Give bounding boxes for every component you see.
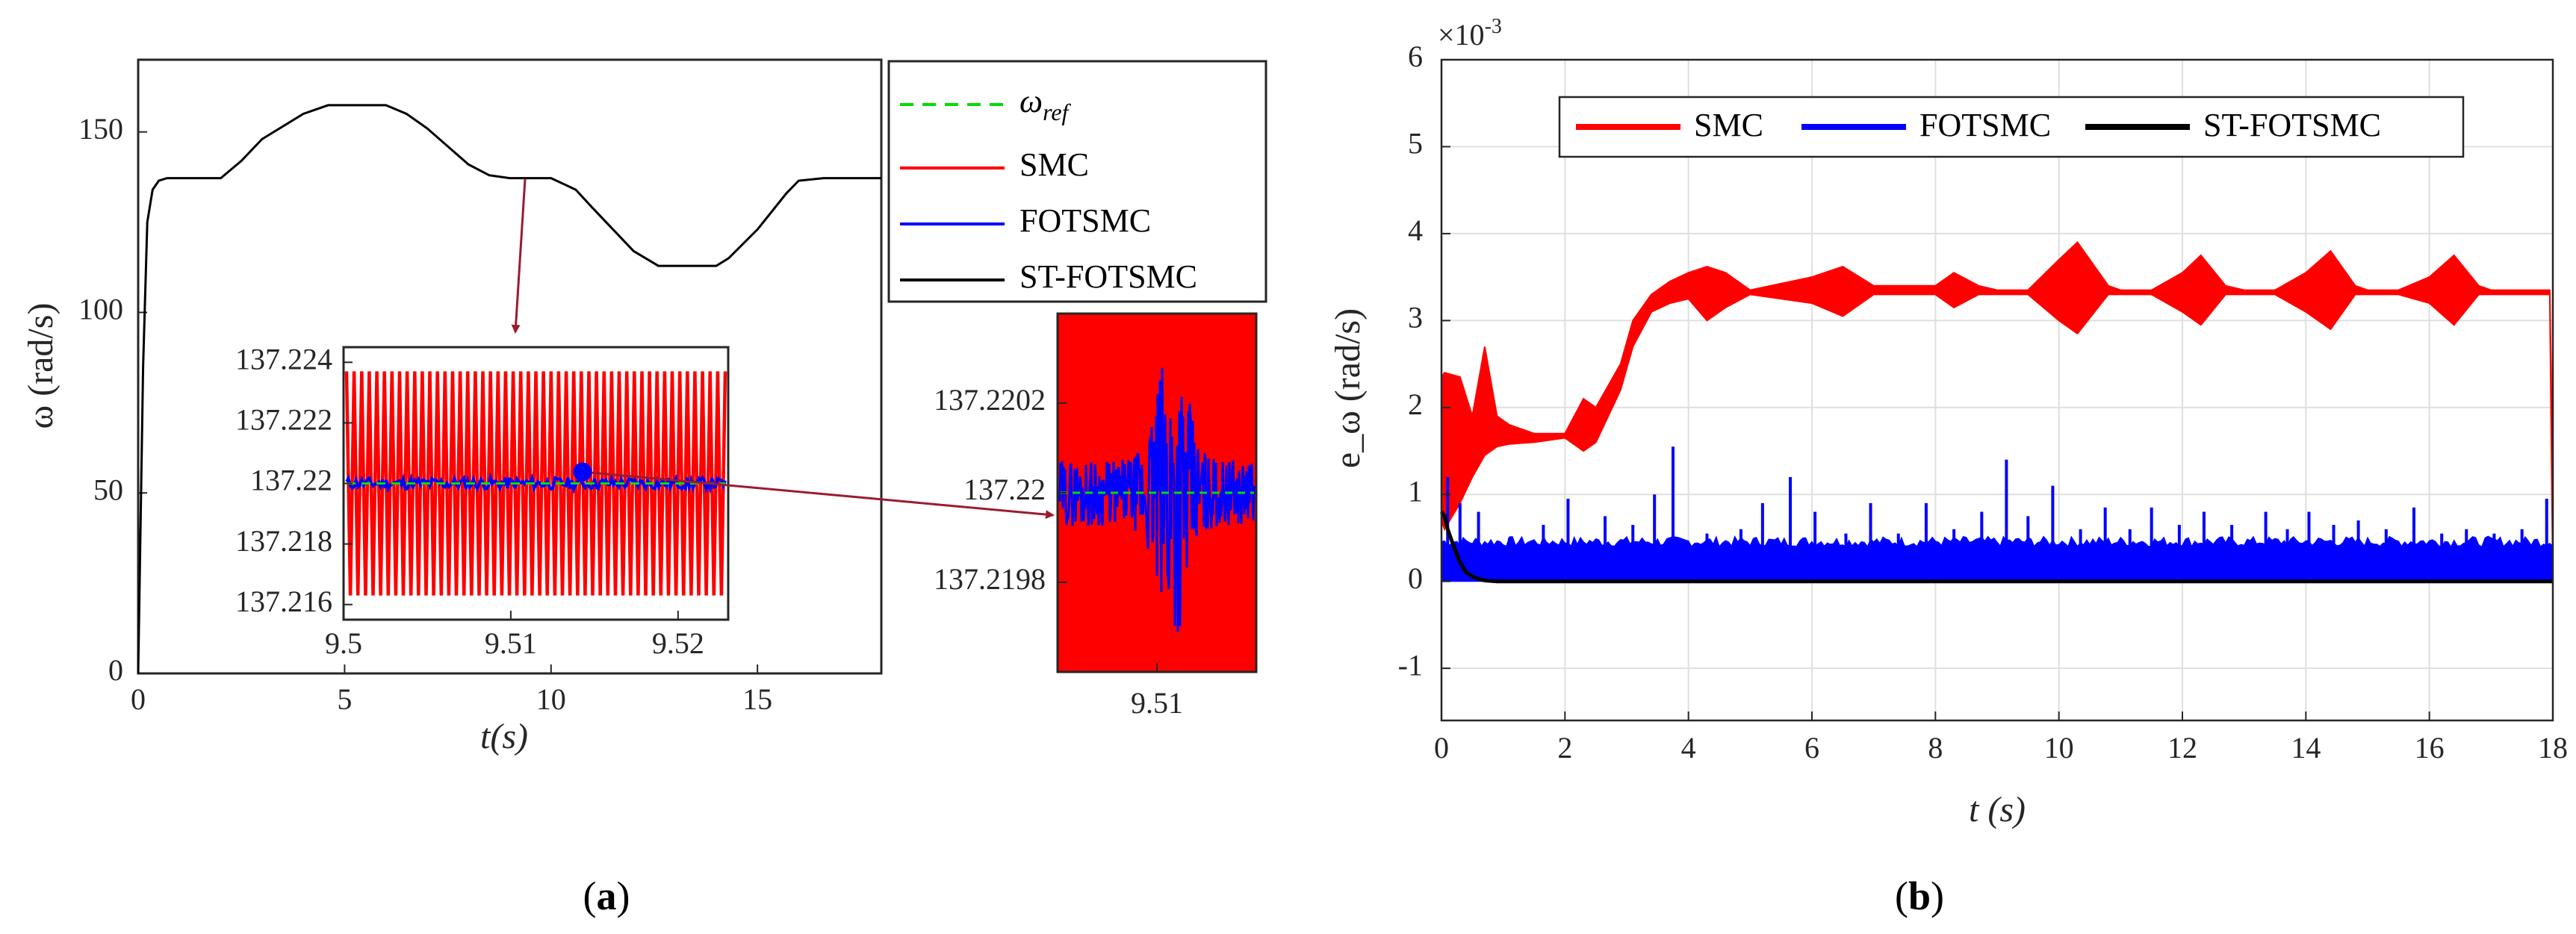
caption-a: (a) bbox=[583, 874, 630, 918]
x-tick-label: 18 bbox=[2538, 731, 2568, 765]
y-tick-label: 150 bbox=[78, 112, 123, 146]
y-tick-label: 137.2198 bbox=[934, 562, 1046, 596]
panel-a-inset-detail: 9.51 137.2198 137.22 137.2202 bbox=[934, 312, 1258, 720]
panel-a-inset-zoom: 9.5 9.51 9.52 137.216 137.218 137.22 137.222 1… bbox=[235, 342, 730, 660]
x-tick-label: 9.52 bbox=[652, 626, 704, 660]
panel-b-axes-background bbox=[1441, 60, 2553, 720]
panel-b-ylabel: e_ω (rad/s) bbox=[1328, 308, 1368, 468]
y-tick-label: 3 bbox=[1408, 301, 1423, 334]
legend-b-st-fotsmc-label: ST-FOTSMC bbox=[2203, 107, 2381, 143]
caption-b: (b) bbox=[1895, 874, 1944, 918]
x-tick-label: 10 bbox=[536, 682, 566, 716]
y-tick-label: 1 bbox=[1408, 474, 1423, 508]
panel-b-xlabel: t (s) bbox=[1969, 790, 2026, 829]
legend-ref-label: ωref bbox=[1019, 83, 1072, 125]
legend-fotsmc-label: FOTSMC bbox=[1019, 202, 1151, 239]
x-tick-label: 6 bbox=[1804, 731, 1819, 765]
x-tick-label: 5 bbox=[337, 682, 352, 716]
panel-a-ylabel: ω (rad/s) bbox=[21, 303, 60, 429]
y-tick-label: 0 bbox=[108, 653, 123, 687]
y-tick-label: -1 bbox=[1398, 648, 1423, 682]
panel-b-axes-frame bbox=[1440, 58, 2554, 722]
x-tick-label: 0 bbox=[131, 682, 146, 716]
panel-b-exponent: ×10-3 bbox=[1438, 15, 1502, 52]
x-tick-label: 9.51 bbox=[485, 626, 537, 660]
x-tick-label: 12 bbox=[2167, 731, 2197, 765]
y-tick-label: 137.22 bbox=[250, 464, 332, 497]
x-tick-label: 10 bbox=[2044, 731, 2074, 765]
x-tick-label: 9.5 bbox=[325, 626, 362, 660]
series-st-fotsmc-line bbox=[1439, 511, 2553, 584]
series-smc-line bbox=[344, 371, 727, 596]
zoom-origin-marker bbox=[573, 462, 592, 482]
series-st-fotsmc-line bbox=[137, 104, 881, 674]
zoom-arrows bbox=[511, 178, 1055, 520]
x-tick-label: 0 bbox=[1434, 731, 1449, 765]
y-tick-label: 2 bbox=[1408, 387, 1423, 421]
legend-b-smc-label: SMC bbox=[1694, 107, 1763, 143]
y-tick-label: 5 bbox=[1408, 127, 1423, 161]
x-tick-label: 15 bbox=[742, 682, 772, 716]
panel-a-legend: ωref SMC FOTSMC ST-FOTSMC bbox=[887, 60, 1267, 303]
x-tick-label: 4 bbox=[1681, 731, 1696, 765]
panel-a-xlabel: t(s) bbox=[480, 717, 528, 756]
legend-b-fotsmc-label: FOTSMC bbox=[1919, 107, 2051, 143]
arrow-to-inset-zoom bbox=[511, 178, 527, 334]
panel-b-legend: SMC FOTSMC ST-FOTSMC bbox=[1558, 96, 2465, 158]
y-tick-label: 0 bbox=[1408, 561, 1423, 595]
x-tick-label: 16 bbox=[2415, 731, 2445, 765]
x-tick-label: 2 bbox=[1557, 731, 1572, 765]
y-tick-label: 6 bbox=[1408, 40, 1423, 73]
y-tick-label: 137.224 bbox=[235, 342, 332, 376]
y-tick-label: 137.2202 bbox=[934, 383, 1046, 417]
panel-b-legend-frame bbox=[1558, 96, 2465, 158]
x-tick-label: 9.51 bbox=[1131, 686, 1183, 720]
y-tick-label: 137.222 bbox=[235, 403, 332, 437]
y-tick-label: 100 bbox=[78, 293, 123, 326]
y-tick-label: 50 bbox=[93, 473, 123, 506]
arrow-to-inset-detail bbox=[582, 470, 1055, 520]
panel-a-legend-frame bbox=[887, 60, 1267, 303]
x-tick-label: 14 bbox=[2291, 731, 2321, 765]
y-tick-label: 4 bbox=[1408, 214, 1423, 247]
y-tick-label: 137.22 bbox=[963, 473, 1046, 506]
legend-smc-label: SMC bbox=[1019, 146, 1089, 183]
x-tick-label: 8 bbox=[1928, 731, 1943, 765]
series-fotsmc-line bbox=[1058, 367, 1256, 632]
y-tick-label: 137.218 bbox=[235, 524, 332, 558]
y-tick-label: 137.216 bbox=[235, 585, 332, 618]
legend-st-fotsmc-label: ST-FOTSMC bbox=[1019, 258, 1197, 295]
